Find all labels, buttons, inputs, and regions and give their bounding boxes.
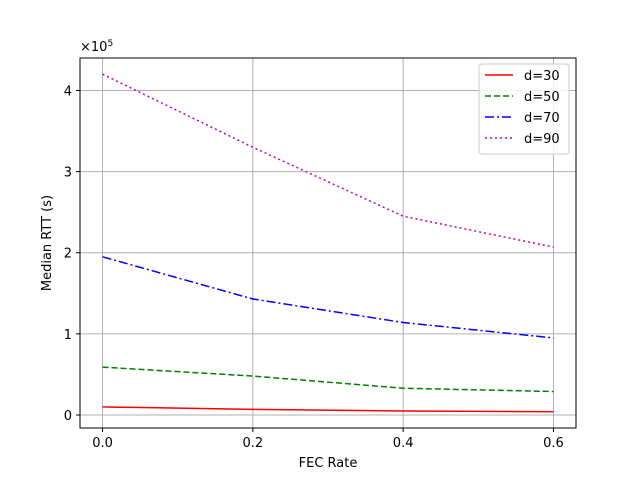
- y-axis-ticks: 0 1 2 3 4: [64, 84, 80, 424]
- x-axis-ticks: 0.0 0.2 0.4 0.6: [92, 428, 564, 451]
- y-tick-label: 0: [64, 409, 72, 424]
- y-tick-label: 3: [64, 166, 72, 181]
- series-line-d50: [102, 366, 554, 393]
- legend-label: d=90: [524, 132, 560, 147]
- x-tick-label: 0.6: [543, 436, 564, 451]
- x-tick-label: 0.0: [92, 436, 113, 451]
- x-tick-label: 0.4: [393, 436, 414, 451]
- series-line-d70: [102, 256, 554, 339]
- y-tick-label: 1: [64, 328, 72, 343]
- legend-label: d=70: [524, 111, 560, 126]
- y-axis-offset-text: ×105: [80, 39, 113, 55]
- legend-label: d=50: [524, 90, 560, 105]
- y-axis-label: Median RTT (s): [40, 195, 55, 291]
- x-tick-label: 0.2: [243, 436, 264, 451]
- legend-entries: d=30 d=50 d=70 d=90: [485, 69, 560, 147]
- legend-frame: [478, 63, 570, 155]
- series-line-d30: [102, 406, 554, 413]
- y-tick-label: 2: [64, 247, 72, 262]
- y-tick-label: 4: [64, 84, 72, 99]
- y-axis-offset-exponent: 5: [107, 39, 113, 49]
- legend-label: d=30: [524, 69, 560, 84]
- legend: d=30 d=50 d=70 d=90: [478, 63, 570, 155]
- series-lines: [102, 73, 554, 413]
- plot-area-frame: [79, 57, 577, 429]
- y-axis-offset-base: ×10: [80, 40, 107, 55]
- x-axis-label: FEC Rate: [299, 456, 358, 471]
